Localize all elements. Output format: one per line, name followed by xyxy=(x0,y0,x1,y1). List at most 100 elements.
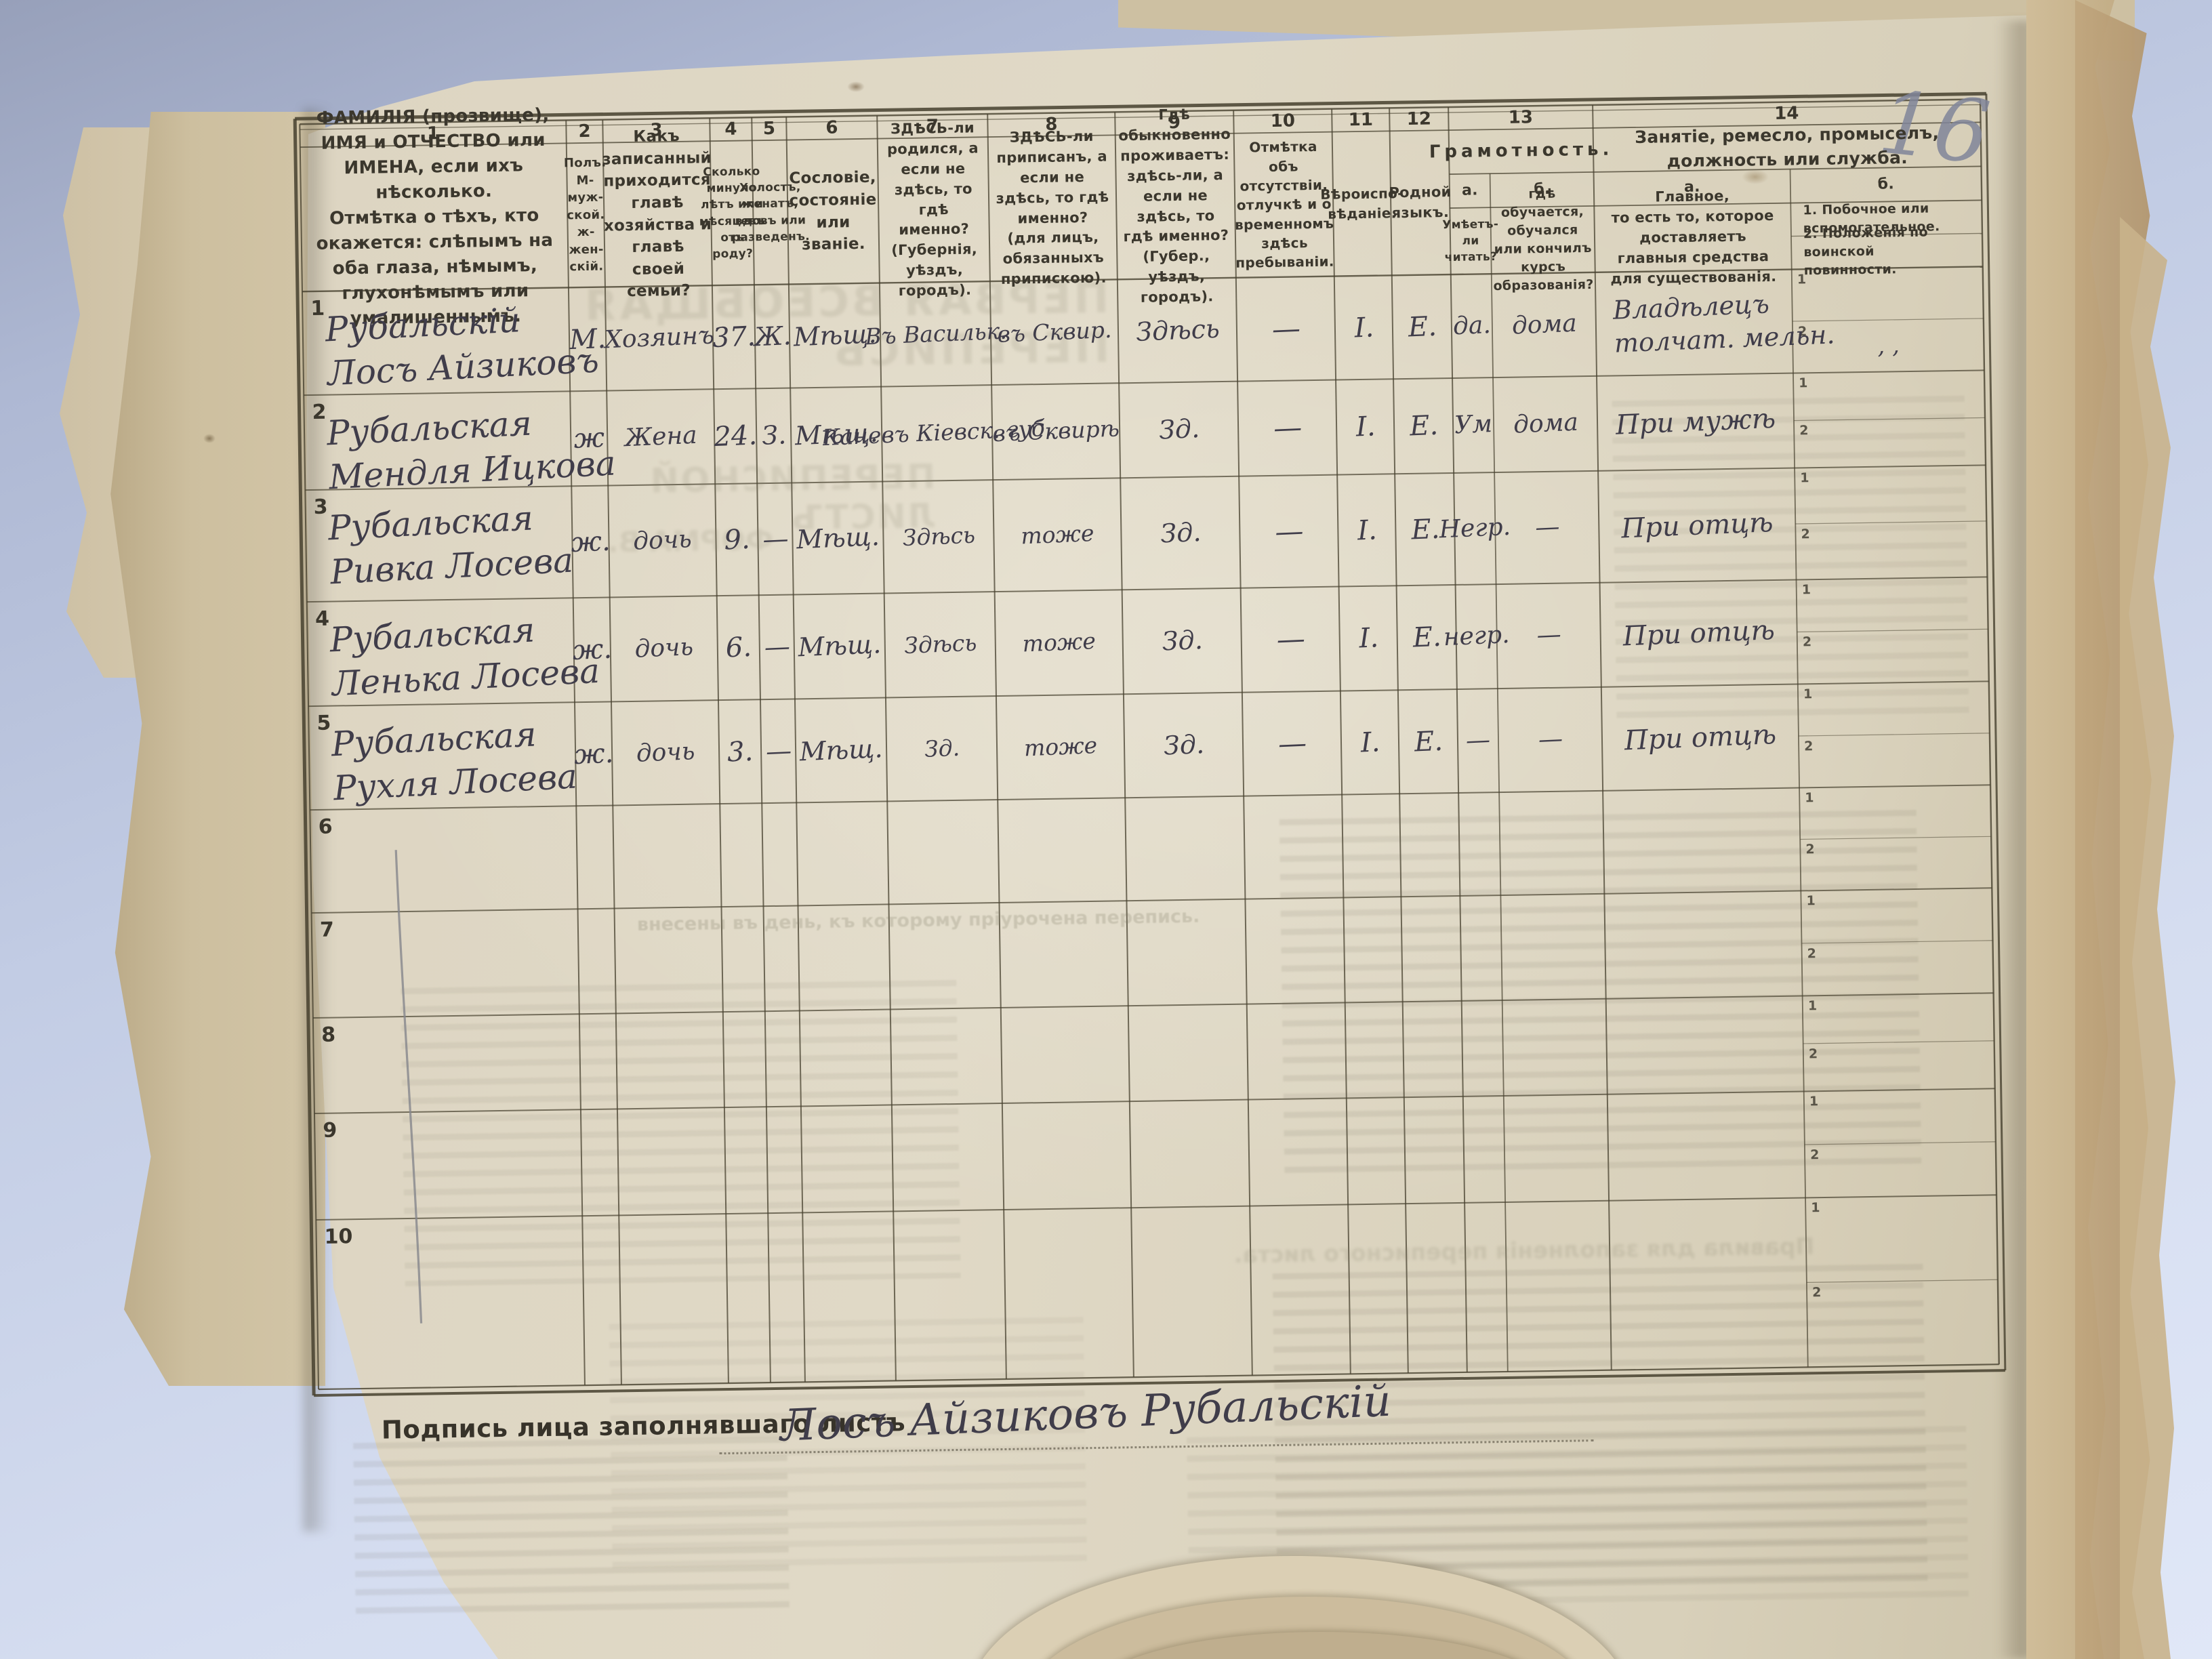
row-3-cell-occupation: При отцѣ xyxy=(1620,506,1774,544)
row-number-3: 3 xyxy=(313,495,328,519)
subrow-marker-2: 2 xyxy=(1808,1046,1818,1061)
subrow-marker-2: 2 xyxy=(1809,1147,1820,1162)
row-5-cell-reads: — xyxy=(1465,725,1491,755)
column-number-12: 12 xyxy=(1406,108,1432,129)
row-2-cell-residence: Зд. xyxy=(1158,413,1200,445)
column-header-13-title: Грамотность. xyxy=(1429,139,1614,163)
row-2-cell-reads: Ум xyxy=(1454,409,1493,440)
column-number-11: 11 xyxy=(1348,109,1374,131)
row-3-cell-marital: — xyxy=(762,523,789,554)
row-3-cell-residence: Зд. xyxy=(1160,516,1202,549)
paper-stain xyxy=(203,434,216,443)
row-4-cell-estate: Мѣщ. xyxy=(797,629,882,663)
row-5-cell-birthplace: Зд. xyxy=(923,734,960,762)
subrow-marker-2: 2 xyxy=(1805,842,1815,857)
column-header-10: Отмѣтка объ отсутствіи, отлучкѣ и о врем… xyxy=(1234,138,1334,272)
column-header-13a-label: а. xyxy=(1461,182,1479,200)
row-4-cell-residence: Зд. xyxy=(1161,625,1204,657)
column-header-14a: Главное, то есть то, которое доставляетъ… xyxy=(1610,188,1777,287)
row-4-cell-relation: дочь xyxy=(634,633,694,663)
paper-stain xyxy=(1742,169,1769,184)
column-header-14b-label: б. xyxy=(1877,176,1895,194)
row-1-cell-age: 37. xyxy=(712,320,756,354)
row-1-cell-relation: Хозяинъ xyxy=(604,321,715,354)
row-1-cell-language: Е. xyxy=(1407,310,1437,344)
column-header-1: ФАМИЛІЯ (прозвище), ИМЯ и ОТЧЕСТВО или И… xyxy=(316,105,554,329)
row-4-cell-reads: негр. xyxy=(1442,621,1511,652)
column-number-2: 2 xyxy=(578,121,591,142)
row-1-cell-occupation: Владѣлецъ толчат. мельн. xyxy=(1612,289,1836,359)
column-number-14: 14 xyxy=(1774,103,1799,124)
row-number-1: 1 xyxy=(310,296,325,321)
row-3-cell-age: 9. xyxy=(723,523,751,556)
subrow-marker-1: 1 xyxy=(1807,998,1818,1014)
column-header-14-title: Занятіе, ремесло, промыселъ, должность и… xyxy=(1635,123,1940,171)
column-header-8: ЗДѢСЬ-ли приписанъ, а если не здѣсь, то … xyxy=(996,128,1109,287)
subrow-marker-1: 1 xyxy=(1803,687,1813,702)
row-5-cell-religion: І. xyxy=(1359,726,1380,758)
column-header-9: Гдѣ обыкновенно проживаетъ: здѣсь-ли, а … xyxy=(1118,106,1231,306)
row-2-cell-language: Е. xyxy=(1408,409,1439,443)
row-number-2: 2 xyxy=(312,400,327,424)
subrow-marker-2: 2 xyxy=(1803,738,1814,754)
row-4-cell-language: Е. xyxy=(1412,621,1442,654)
row-1-cell-absence: — xyxy=(1271,310,1301,346)
column-header-5: Холостъ, женатъ, вдовъ или разведенъ. xyxy=(731,180,811,245)
column-number-4: 4 xyxy=(724,119,737,140)
subrow-marker-1: 1 xyxy=(1797,272,1807,287)
row-4-cell-sex: ж. xyxy=(571,633,613,667)
paper-stain xyxy=(847,81,865,92)
row-number-9: 9 xyxy=(323,1118,337,1143)
row-5-cell-language: Е. xyxy=(1413,725,1443,758)
row-3-cell-relation: дочь xyxy=(632,525,693,556)
row-1-cell-birthplace: Въ Васильк. xyxy=(863,316,1007,350)
row-4-cell-education: — xyxy=(1536,620,1562,650)
row-5-cell-absence: — xyxy=(1277,725,1307,760)
row-1-cell-religion: І. xyxy=(1353,311,1374,344)
row-number-10: 10 xyxy=(324,1225,353,1249)
column-header-6: Сословіе, состояніе или званіе. xyxy=(789,168,877,254)
row-3-cell-religion: І. xyxy=(1356,514,1378,547)
row-number-7: 7 xyxy=(319,918,335,942)
row-5-cell-age: 3. xyxy=(726,735,754,768)
row-4-cell-birthplace: Здѣсь xyxy=(903,629,977,659)
row-3-cell-estate: Мѣщ. xyxy=(796,520,880,554)
row-5-cell-marital: — xyxy=(764,735,792,766)
row-2-cell-marital: З. xyxy=(760,419,787,451)
row-5-cell-relation: дочь xyxy=(636,737,696,768)
subrow-marker-1: 1 xyxy=(1800,470,1809,486)
row-1-cell-reads: да. xyxy=(1452,310,1492,340)
row-1-cell-military: , , xyxy=(1877,331,1900,360)
column-header-7: ЗДѢСЬ-ли родился, а если не здѣсь, то гд… xyxy=(886,119,979,299)
row-4-cell-religion: І. xyxy=(1358,622,1379,655)
row-4-cell-marital: — xyxy=(763,631,791,662)
row-2-cell-education: дома xyxy=(1512,408,1579,439)
row-1-cell-registered: въ Сквир. xyxy=(996,316,1113,348)
column-number-6: 6 xyxy=(825,117,838,138)
column-header-11: Вѣроиспо-вѣданіе. xyxy=(1320,185,1404,222)
subrow-marker-1: 1 xyxy=(1799,375,1808,391)
row-2-cell-absence: — xyxy=(1272,410,1303,445)
row-2-cell-registered: въ Сквирѣ xyxy=(991,415,1120,447)
row-1-cell-residence: Здѣсь xyxy=(1134,313,1220,347)
subrow-marker-1: 1 xyxy=(1805,790,1814,806)
column-number-5: 5 xyxy=(762,118,776,140)
subrow-marker-2: 2 xyxy=(1801,526,1810,541)
row-number-4: 4 xyxy=(314,607,330,631)
subrow-marker-1: 1 xyxy=(1806,893,1816,909)
column-header-3: Какъ записанный приходится главѣ хозяйст… xyxy=(602,127,712,301)
row-5-cell-sex: ж. xyxy=(573,737,615,771)
subrow-marker-1: 1 xyxy=(1811,1200,1820,1216)
row-5-cell-occupation: При отцѣ xyxy=(1623,718,1777,756)
column-header-13a: Умѣетъ-ли читать? xyxy=(1442,217,1499,265)
subrow-marker-2: 2 xyxy=(1811,1285,1822,1300)
row-3-cell-birthplace: Здѣсь xyxy=(901,521,976,551)
row-4-cell-occupation: При отцѣ xyxy=(1622,614,1776,653)
row-5-cell-education: — xyxy=(1537,724,1563,754)
row-4-cell-registered: тоже xyxy=(1021,627,1097,657)
row-3-cell-language: Е. xyxy=(1410,513,1440,546)
